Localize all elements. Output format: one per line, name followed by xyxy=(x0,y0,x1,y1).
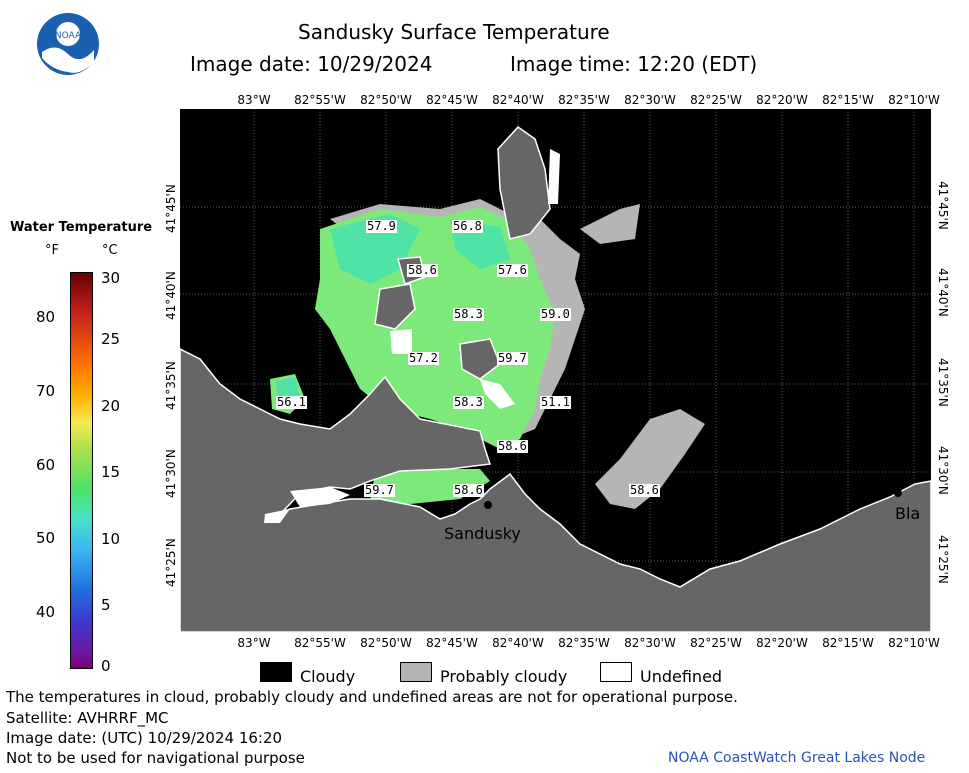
colorbar-c-tick: 10 xyxy=(101,530,121,548)
footer-credit: NOAA CoastWatch Great Lakes Node xyxy=(668,750,926,766)
temperature-reading: 57.9 xyxy=(366,219,397,233)
longitude-label: 82°45'W xyxy=(426,636,478,650)
noaa-logo-icon: NOAA xyxy=(37,13,99,75)
temperature-reading: 57.2 xyxy=(408,351,439,365)
map-svg xyxy=(179,109,932,633)
latitude-label: 41°30'N xyxy=(936,446,950,495)
footer-navigation-warning: Not to be used for navigational purpose xyxy=(6,749,305,767)
longitude-label: 82°30'W xyxy=(624,93,676,107)
latitude-label: 41°45'N xyxy=(936,181,950,230)
longitude-label: 82°35'W xyxy=(558,93,610,107)
legend-undefined-swatch xyxy=(600,662,632,682)
colorbar-f-tick: 80 xyxy=(36,308,56,326)
latitude-label: 41°30'N xyxy=(164,449,178,498)
sandusky-dot xyxy=(484,501,492,509)
logo-text: NOAA xyxy=(55,31,82,41)
legend-probably-cloudy-label: Probably cloudy xyxy=(440,667,568,686)
temperature-reading: 58.6 xyxy=(629,483,660,497)
colorbar-c-tick: 15 xyxy=(101,463,121,481)
temperature-reading: 57.6 xyxy=(497,263,528,277)
longitude-label: 82°45'W xyxy=(426,93,478,107)
longitude-label: 82°10'W xyxy=(888,93,940,107)
temperature-reading: 56.1 xyxy=(276,395,307,409)
longitude-label: 82°50'W xyxy=(360,93,412,107)
place-label-sandusky: Sandusky xyxy=(444,524,521,543)
temperature-reading: 58.6 xyxy=(497,439,528,453)
footer-utc-date: Image date: (UTC) 10/29/2024 16:20 xyxy=(6,729,283,747)
map-panel: Sandusky Bla 57.9 56.8 58.6 57.6 58.3 59… xyxy=(179,109,932,633)
image-date: Image date: 10/29/2024 xyxy=(190,52,433,76)
colorbar-unit-c: °C xyxy=(102,243,118,258)
colorbar-c-tick: 5 xyxy=(101,596,111,614)
noaa-logo: NOAA xyxy=(36,12,100,76)
colorbar-c-tick: 25 xyxy=(101,330,121,348)
colorbar-f-tick: 40 xyxy=(36,603,56,621)
temperature-reading: 58.3 xyxy=(453,395,484,409)
latitude-label: 41°25'N xyxy=(936,535,950,584)
colorbar-c-tick: 30 xyxy=(101,269,121,287)
longitude-label: 82°50'W xyxy=(360,636,412,650)
footer-satellite: Satellite: AVHRRF_MC xyxy=(6,709,169,727)
place-label-bla: Bla xyxy=(895,504,921,523)
longitude-label: 82°30'W xyxy=(624,636,676,650)
legend-cloudy-swatch xyxy=(260,662,292,682)
longitude-label: 82°15'W xyxy=(822,636,874,650)
page-title: Sandusky Surface Temperature xyxy=(298,20,610,44)
bla-dot xyxy=(894,489,902,497)
temperature-reading: 59.7 xyxy=(497,351,528,365)
longitude-label: 82°55'W xyxy=(294,93,346,107)
temperature-reading: 56.8 xyxy=(452,219,483,233)
colorbar-f-tick: 60 xyxy=(36,456,56,474)
latitude-label: 41°25'N xyxy=(164,538,178,587)
longitude-label: 82°40'W xyxy=(492,93,544,107)
latitude-label: 41°35'N xyxy=(936,358,950,407)
colorbar-unit-f: °F xyxy=(45,243,59,258)
legend-cloudy-label: Cloudy xyxy=(300,667,356,686)
latitude-label: 41°40'N xyxy=(164,271,178,320)
longitude-label: 82°10'W xyxy=(888,636,940,650)
latitude-label: 41°35'N xyxy=(164,361,178,410)
legend-probably-cloudy-swatch xyxy=(400,662,432,682)
temperature-reading: 58.6 xyxy=(407,263,438,277)
temperature-reading: 59.0 xyxy=(540,307,571,321)
longitude-label: 82°35'W xyxy=(558,636,610,650)
legend-undefined-label: Undefined xyxy=(640,667,723,686)
colorbar-title: Water Temperature xyxy=(10,220,153,235)
latitude-label: 41°45'N xyxy=(164,184,178,233)
longitude-label: 82°20'W xyxy=(756,93,808,107)
image-time: Image time: 12:20 (EDT) xyxy=(510,52,758,76)
longitude-label: 83°W xyxy=(237,636,271,650)
temperature-reading: 59.7 xyxy=(364,483,395,497)
colorbar-f-tick: 50 xyxy=(36,529,56,547)
longitude-label: 82°25'W xyxy=(690,93,742,107)
longitude-label: 82°15'W xyxy=(822,93,874,107)
land-areas xyxy=(179,126,932,633)
temperature-reading: 58.3 xyxy=(453,307,484,321)
colorbar xyxy=(70,272,93,669)
longitude-label: 83°W xyxy=(237,93,271,107)
longitude-label: 82°20'W xyxy=(756,636,808,650)
longitude-label: 82°40'W xyxy=(492,636,544,650)
footer-disclaimer: The temperatures in cloud, probably clou… xyxy=(6,688,738,706)
temperature-reading: 51.1 xyxy=(540,395,571,409)
latitude-label: 41°40'N xyxy=(936,268,950,317)
longitude-label: 82°25'W xyxy=(690,636,742,650)
temperature-reading: 58.6 xyxy=(453,483,484,497)
colorbar-c-tick: 20 xyxy=(101,397,121,415)
undefined-areas xyxy=(264,149,560,523)
colorbar-c-tick: 0 xyxy=(101,657,111,675)
longitude-label: 82°55'W xyxy=(294,636,346,650)
colorbar-f-tick: 70 xyxy=(36,382,56,400)
